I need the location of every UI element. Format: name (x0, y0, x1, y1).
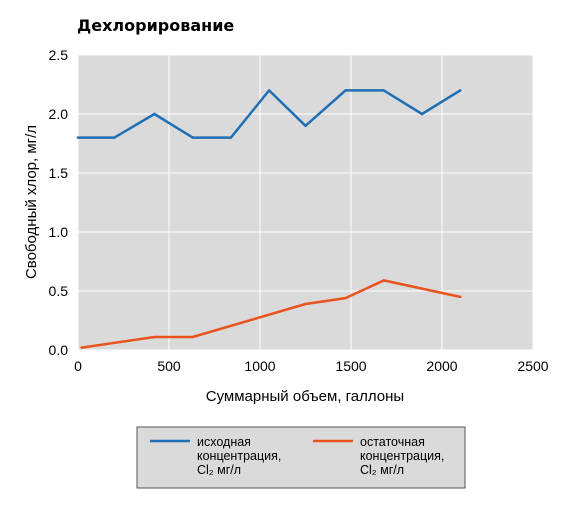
x-tick-label: 500 (157, 358, 181, 374)
y-tick-label: 0.0 (49, 342, 69, 358)
y-tick-label: 1.5 (49, 165, 69, 181)
legend-label-2: остаточная (360, 435, 425, 449)
data-point (382, 89, 385, 92)
data-point (76, 136, 80, 139)
y-tick-label: 1.0 (49, 224, 69, 240)
data-point (229, 136, 233, 139)
legend-label-2: концентрация, (360, 449, 444, 463)
data-point (191, 136, 194, 139)
legend-label-1: исходная (197, 435, 251, 449)
data-point (153, 335, 156, 339)
y-tick-label: 0.5 (49, 283, 69, 299)
data-point (191, 335, 194, 339)
legend-label-1: Cl₂ мг/л (197, 463, 241, 477)
x-tick-label: 1000 (244, 358, 275, 374)
y-tick-label: 2.5 (49, 47, 69, 63)
data-point (459, 295, 462, 299)
data-point (382, 279, 385, 282)
x-tick-label: 2000 (426, 358, 457, 374)
data-point (304, 124, 307, 128)
data-point (153, 112, 156, 116)
y-tick-label: 2.0 (49, 106, 69, 122)
tick-labels: 0 500 1000 1500 2000 2500 0.0 0.5 1.0 1.5 2.0 2.5 (49, 47, 549, 374)
data-point (459, 89, 462, 92)
data-point (113, 136, 116, 139)
y-axis-label: Свободный хлор, мг/л (23, 125, 40, 279)
series-lines (76, 89, 462, 349)
data-point (344, 89, 347, 92)
data-point (344, 296, 347, 300)
data-point (304, 302, 307, 306)
data-point (420, 112, 424, 116)
chart-title: Дехлорирование (77, 16, 234, 35)
data-point (267, 89, 271, 92)
plot-area (78, 55, 533, 350)
x-tick-label: 2500 (517, 358, 548, 374)
x-tick-label: 0 (74, 358, 82, 374)
x-tick-label: 1500 (335, 358, 366, 374)
data-point (80, 346, 83, 349)
legend-label-1: концентрация, (197, 449, 281, 463)
x-axis-label: Суммарный объем, галлоны (206, 388, 404, 405)
legend-label-2: Cl₂ мг/л (360, 463, 404, 477)
legend-box (136, 426, 466, 489)
